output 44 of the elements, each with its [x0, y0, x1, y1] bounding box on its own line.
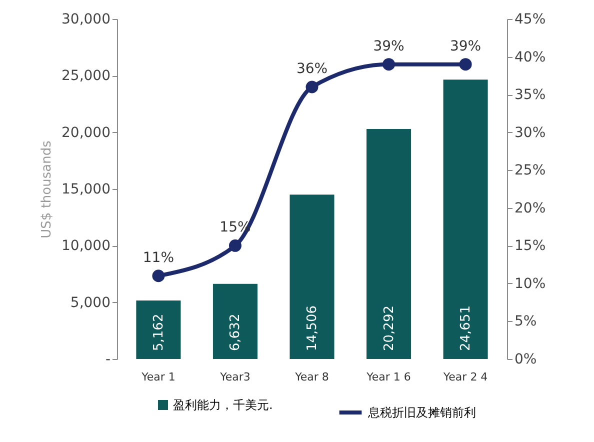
point: [152, 270, 165, 282]
data-label: 20,292: [382, 306, 397, 351]
legend-label: 息税折旧及摊销前利: [367, 406, 476, 420]
data-label: 24,651: [458, 306, 474, 351]
y2-tick-label: 30%: [514, 124, 546, 141]
x-tick-label: Year 2 4: [442, 370, 488, 384]
y-tick-label: 5,000: [70, 294, 110, 311]
data-label: 11%: [142, 250, 174, 266]
y2-tick-label: 20%: [514, 200, 546, 216]
y2-tick-label: 25%: [514, 162, 546, 179]
y-tick-label: -: [105, 352, 110, 368]
y-tick-label: 20,000: [62, 124, 110, 141]
y-axis-title: US$ thousands: [40, 140, 55, 238]
y2-tick-label: 10%: [514, 276, 546, 292]
bar: [212, 284, 258, 359]
x-tick-label: Year 8: [294, 370, 329, 384]
point: [228, 239, 242, 252]
data-label: 6,632: [228, 314, 244, 351]
y-tick-label: 25,000: [62, 68, 110, 84]
y2-tick-label: 35%: [514, 87, 546, 104]
data-label: 39%: [450, 38, 482, 54]
y-tick-label: 30,000: [62, 12, 110, 28]
bar: [366, 129, 412, 359]
x-tick-label: Year3: [219, 370, 250, 384]
y2-tick-label: 40%: [514, 49, 546, 66]
y2-tick-label: 15%: [514, 238, 546, 254]
y-tick-label: 10,000: [62, 238, 110, 254]
data-label: 14,506: [305, 306, 320, 351]
data-label: 39%: [373, 38, 404, 54]
y-tick-label: 15,000: [62, 182, 110, 198]
point: [382, 58, 396, 71]
data-label: 5,162: [151, 314, 166, 351]
y2-tick-label: 0%: [514, 352, 537, 368]
y2-tick-label: 45%: [514, 12, 546, 28]
legend-label: 盈利能力，千美元.: [173, 398, 273, 412]
point: [459, 58, 472, 71]
bar: [136, 300, 181, 359]
x-tick-label: Year 1: [140, 370, 176, 384]
point: [306, 80, 318, 94]
x-tick-label: Year 1 6: [366, 370, 411, 384]
bar: [443, 80, 488, 359]
bar: [290, 194, 334, 359]
y2-tick-label: 5%: [514, 314, 537, 330]
data-label: 36%: [296, 61, 328, 77]
